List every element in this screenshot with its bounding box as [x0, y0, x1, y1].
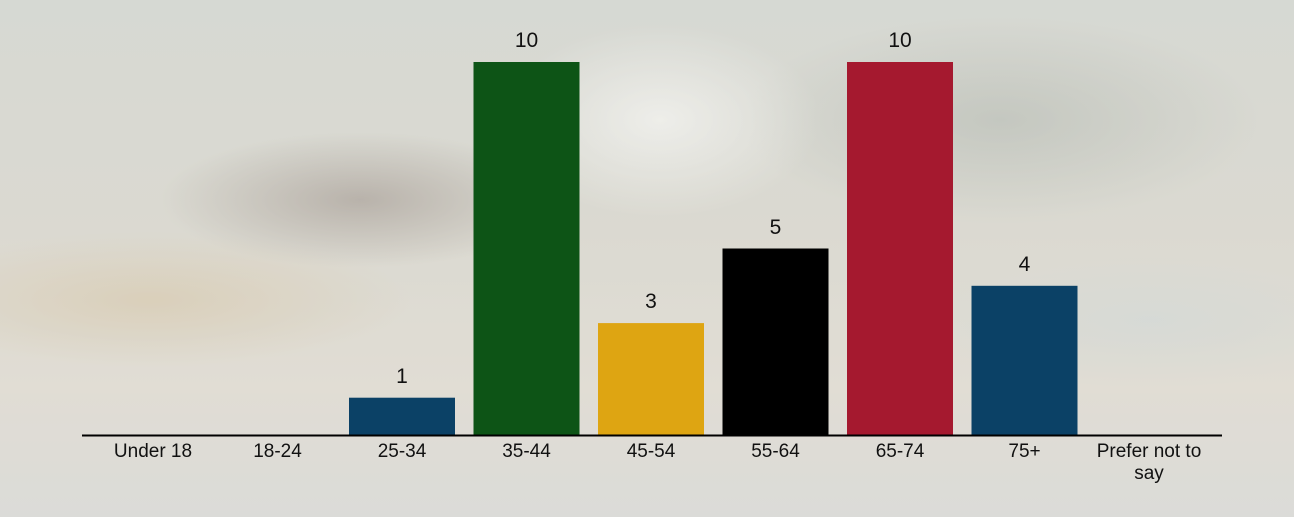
value-label: 10 [888, 29, 912, 52]
x-tick-label: Under 18 [113, 441, 193, 462]
value-label: 3 [645, 290, 657, 314]
x-tick-label: Prefer not to say [1096, 441, 1202, 484]
x-tick-label: 25-34 [377, 441, 427, 462]
value-label: 1 [396, 364, 408, 388]
x-tick-label: 18-24 [253, 441, 302, 462]
x-tick-label: 35-44 [502, 441, 551, 462]
x-tick-label: 55-64 [751, 441, 800, 462]
bar [847, 62, 953, 435]
value-label: 4 [1018, 252, 1031, 276]
value-label: 10 [514, 29, 539, 52]
x-tick-label: 45-54 [626, 441, 676, 462]
x-tick-label: 75+ [1008, 441, 1041, 462]
bar [473, 62, 580, 435]
bar [349, 397, 455, 435]
bar [722, 248, 829, 435]
bar [598, 323, 704, 435]
bar [971, 285, 1078, 435]
value-label: 5 [769, 215, 782, 239]
x-tick-label: 65-74 [875, 441, 925, 462]
